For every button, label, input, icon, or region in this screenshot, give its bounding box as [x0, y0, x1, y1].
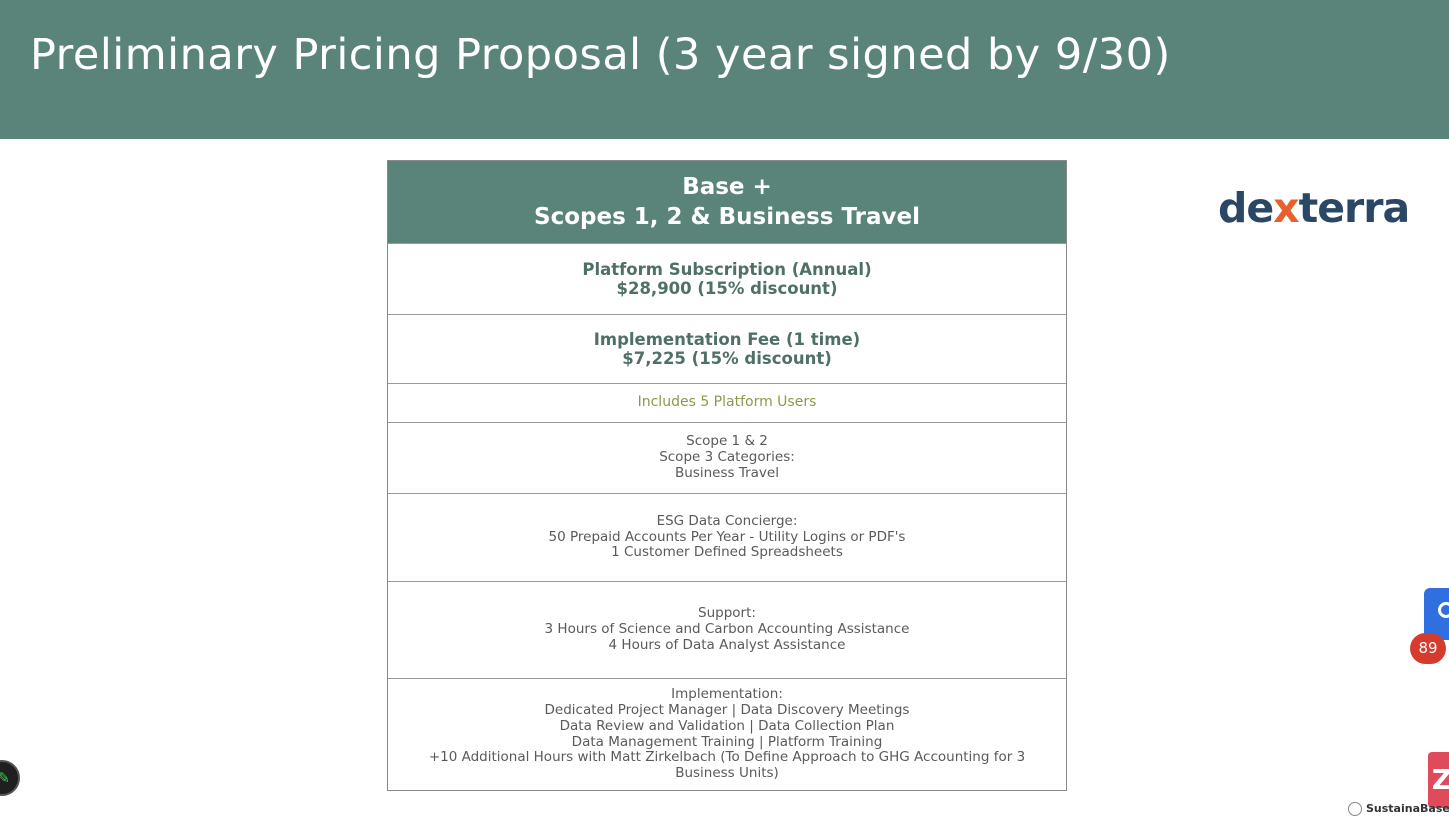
- implementation-line: +10 Additional Hours with Matt Zirkelbac…: [428, 749, 1026, 766]
- logo-text-prefix: de: [1218, 184, 1274, 232]
- scope-line: Scope 1 & 2: [686, 433, 768, 450]
- pricing-table: Base + Scopes 1, 2 & Business Travel Pla…: [387, 160, 1067, 791]
- implementation-line: Data Management Training | Platform Trai…: [571, 733, 883, 750]
- support-line: 3 Hours of Science and Carbon Accounting…: [544, 621, 910, 638]
- concierge-line: ESG Data Concierge:: [656, 512, 798, 529]
- implementation-fee-label: Implementation Fee (1 time): [593, 330, 861, 349]
- implementation-line: Business Units): [675, 765, 779, 782]
- platform-users-row: Includes 5 Platform Users: [388, 383, 1066, 422]
- data-concierge-row: ESG Data Concierge: 50 Prepaid Accounts …: [388, 493, 1066, 581]
- support-line: 4 Hours of Data Analyst Assistance: [608, 636, 846, 653]
- side-app-tab[interactable]: Z: [1428, 752, 1449, 808]
- pencil-icon: ✎: [0, 769, 10, 787]
- table-header: Base + Scopes 1, 2 & Business Travel: [388, 161, 1066, 243]
- chat-icon: [1438, 602, 1449, 618]
- notification-badge[interactable]: 89: [1410, 633, 1446, 664]
- support-row: Support: 3 Hours of Science and Carbon A…: [388, 581, 1066, 678]
- chat-widget-button[interactable]: [1424, 588, 1449, 640]
- bottom-logo-text: SustainaBase: [1366, 802, 1449, 815]
- platform-subscription-row: Platform Subscription (Annual) $28,900 (…: [388, 243, 1066, 314]
- logo-text-x: x: [1273, 184, 1299, 232]
- slide-title-bar: Preliminary Pricing Proposal (3 year sig…: [0, 0, 1449, 139]
- implementation-row: Implementation: Dedicated Project Manage…: [388, 678, 1066, 790]
- concierge-line: 1 Customer Defined Spreadsheets: [611, 544, 843, 561]
- table-header-line-2: Scopes 1, 2 & Business Travel: [534, 204, 920, 230]
- platform-users-text: Includes 5 Platform Users: [637, 394, 817, 411]
- implementation-fee-price: $7,225 (15% discount): [622, 349, 832, 368]
- dexterra-logo: dexterra: [1218, 184, 1411, 232]
- table-header-line-1: Base +: [682, 174, 772, 200]
- logo-text-suffix: terra: [1298, 184, 1411, 232]
- scope-line: Scope 3 Categories:: [659, 449, 795, 466]
- scope-line: Business Travel: [675, 464, 779, 481]
- platform-subscription-label: Platform Subscription (Annual): [582, 260, 872, 279]
- concierge-line: 50 Prepaid Accounts Per Year - Utility L…: [548, 528, 906, 545]
- implementation-line: Implementation:: [671, 686, 783, 703]
- implementation-fee-row: Implementation Fee (1 time) $7,225 (15% …: [388, 314, 1066, 383]
- annotate-button[interactable]: ✎: [0, 760, 20, 796]
- support-line: Support:: [698, 605, 756, 622]
- implementation-line: Data Review and Validation | Data Collec…: [559, 717, 895, 734]
- platform-subscription-price: $28,900 (15% discount): [616, 279, 838, 298]
- slide-title: Preliminary Pricing Proposal (3 year sig…: [30, 30, 1171, 80]
- scope-row: Scope 1 & 2 Scope 3 Categories: Business…: [388, 422, 1066, 493]
- implementation-line: Dedicated Project Manager | Data Discove…: [544, 701, 910, 718]
